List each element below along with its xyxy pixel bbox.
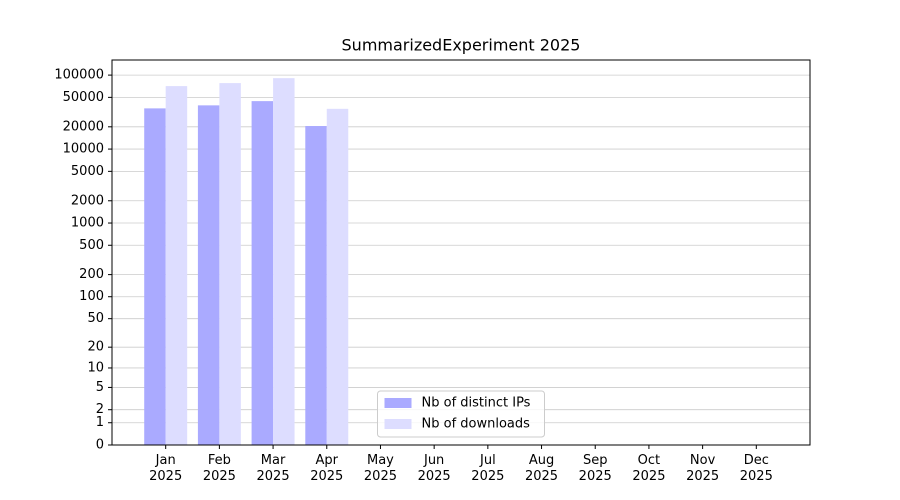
plot-frame: [111, 59, 811, 446]
legend-swatch: [384, 419, 412, 429]
legend: Nb of distinct IPs Nb of downloads: [377, 390, 545, 438]
bar: [305, 126, 327, 445]
y-tick-label: 5: [96, 380, 104, 395]
y-tick-label: 10: [87, 360, 104, 375]
x-tick-label: Mar 2025: [256, 453, 290, 484]
y-tick-label: 10000: [63, 142, 104, 157]
x-tick-label: May 2025: [363, 453, 397, 484]
y-tick-label: 20000: [63, 119, 104, 134]
bar: [165, 86, 188, 446]
y-tick-label: 100: [79, 289, 104, 304]
y-tick-label: 1000: [71, 216, 104, 231]
y-tick-label: 2000: [71, 193, 104, 208]
x-tick-label: Feb 2025: [202, 453, 236, 484]
x-tick-label: Nov 2025: [686, 453, 720, 484]
x-tick-label: Sep 2025: [578, 453, 612, 484]
y-tick-label: 20: [87, 340, 104, 355]
bar: [219, 83, 241, 445]
chart-title: SummarizedExperiment 2025: [342, 36, 581, 55]
y-tick-label: 1: [96, 415, 104, 430]
y-tick-label: 2: [96, 402, 104, 417]
bar: [197, 105, 220, 446]
y-tick-label: 100000: [54, 68, 104, 83]
x-tick-label: Oct 2025: [632, 453, 666, 484]
legend-box: [377, 390, 545, 438]
x-tick-label: Jan 2025: [149, 453, 183, 484]
x-tick-label: Aug 2025: [524, 453, 559, 484]
legend-label: Nb of distinct IPs: [422, 396, 531, 411]
x-tick-label: Dec 2025: [739, 453, 773, 484]
bar: [144, 108, 166, 445]
y-tick-label: 200: [79, 267, 104, 282]
y-tick-label: 500: [79, 238, 104, 253]
x-tick-label: Jun 2025: [417, 453, 451, 484]
bar: [273, 78, 295, 446]
x-tick-label: Apr 2025: [310, 453, 344, 484]
y-tick-label: 0: [96, 438, 104, 453]
bar: [251, 101, 274, 445]
y-tick-label: 5000: [71, 164, 104, 179]
x-tick-label: Jul 2025: [471, 453, 505, 484]
legend-swatch: [384, 398, 412, 408]
legend-label: Nb of downloads: [422, 417, 531, 432]
bar: [326, 108, 349, 445]
y-tick-label: 50: [87, 311, 104, 326]
y-tick-label: 50000: [63, 90, 104, 105]
